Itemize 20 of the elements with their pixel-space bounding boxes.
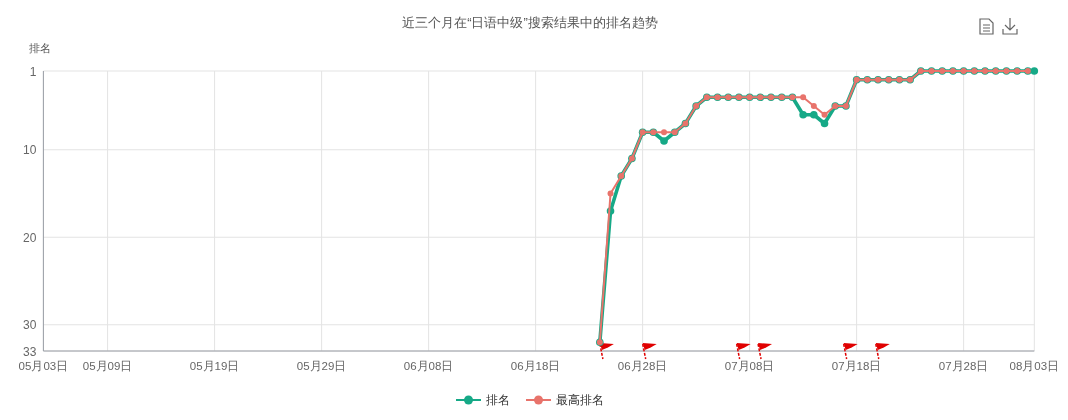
legend-label: 最高排名: [556, 394, 604, 407]
xtick: 07月28日: [938, 360, 989, 372]
xtick: 05月29日: [296, 360, 347, 372]
title: 近三个月在“日语中级”搜索结果中的排名趋势: [402, 15, 658, 30]
xtick: 05月19日: [189, 360, 240, 372]
xtick: 08月03日: [1009, 360, 1060, 372]
ytick: 33: [23, 344, 37, 359]
xtick: 06月08日: [403, 360, 454, 372]
ylabel: 排名: [29, 42, 51, 54]
xtick: 06月18日: [510, 360, 561, 372]
ytick: 30: [23, 318, 37, 333]
legend-label: 排名: [486, 394, 510, 407]
xtick: 07月08日: [724, 360, 775, 372]
xtick: 07月18日: [831, 360, 882, 372]
xtick: 05月03日: [18, 360, 69, 372]
xtick: 05月09日: [82, 360, 133, 372]
xtick: 06月28日: [617, 360, 668, 372]
ytick: 10: [23, 143, 37, 158]
ytick: 20: [23, 230, 37, 245]
ytick: 1: [29, 64, 37, 79]
